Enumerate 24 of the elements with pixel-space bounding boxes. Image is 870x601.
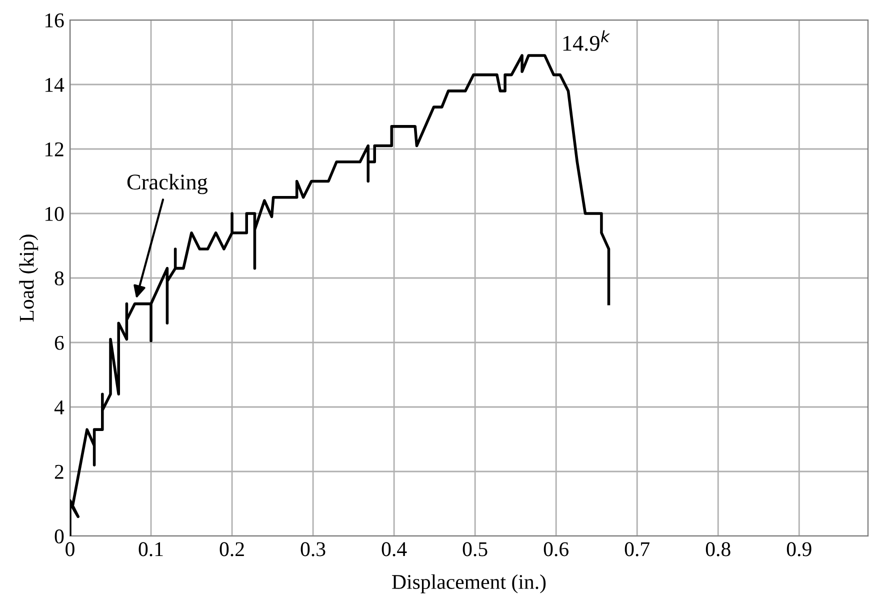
y-tick-label: 12 — [45, 142, 64, 156]
x-tick-label: 0.3 — [300, 542, 326, 556]
y-tick-label: 4 — [54, 400, 64, 414]
x-tick-label: 0.1 — [138, 542, 163, 556]
line-series — [70, 54, 610, 536]
x-tick-label: 0.4 — [382, 542, 407, 556]
y-axis-title: Load (kip) — [19, 234, 38, 322]
x-tick-label: 0.8 — [706, 542, 730, 556]
y-tick-label: 10 — [45, 206, 64, 221]
x-tick-label: 0.2 — [220, 542, 244, 556]
y-tick-label: 16 — [45, 13, 64, 28]
y-tick-label: 14 — [45, 78, 64, 92]
y-tick-label: 0 — [54, 529, 64, 544]
x-tick-label: 0 — [66, 542, 74, 556]
x-tick-label: 0.6 — [544, 542, 568, 556]
annotation: Cracking — [127, 174, 208, 194]
y-tick-label: 8 — [54, 271, 64, 286]
x-tick-label: 0.7 — [624, 542, 650, 556]
x-tick-label: 0.5 — [462, 542, 488, 556]
y-tick-label: 6 — [54, 336, 64, 350]
x-tick-label: 0.9 — [786, 542, 812, 556]
y-tick-label: 2 — [54, 464, 64, 479]
x-axis-title: Displacement (in.) — [392, 574, 546, 594]
annotation: 14.9$^{k}$ — [563, 30, 610, 51]
